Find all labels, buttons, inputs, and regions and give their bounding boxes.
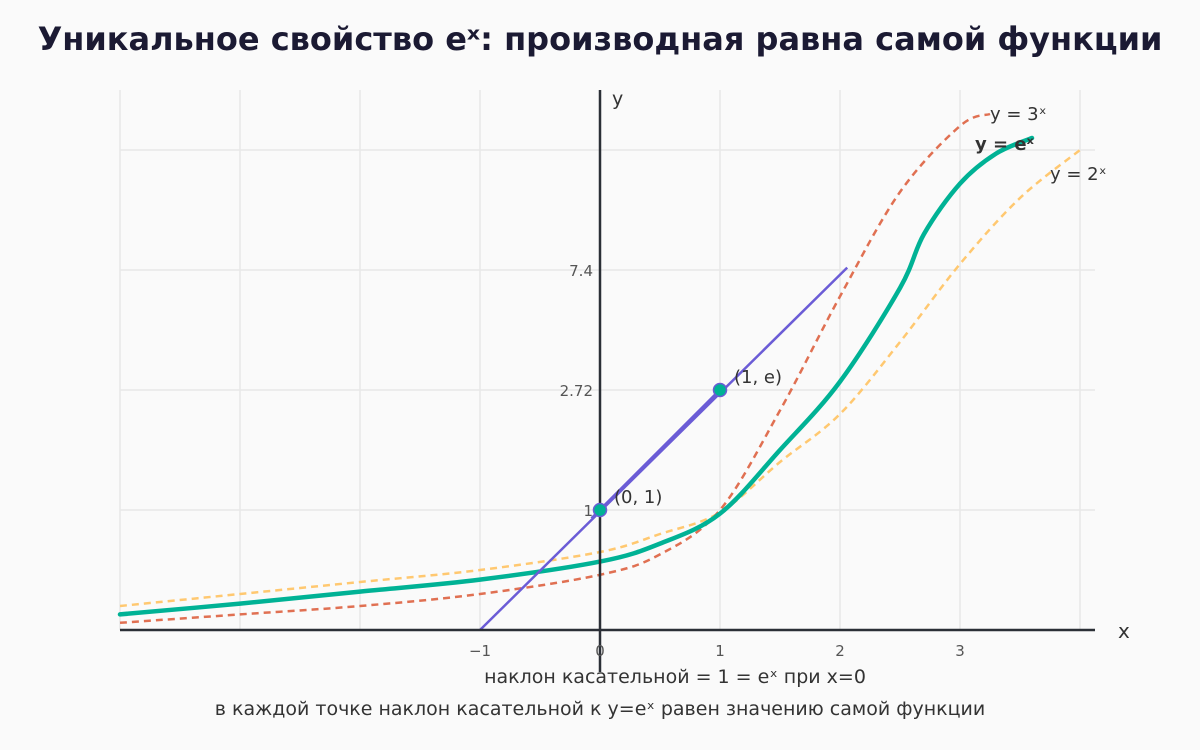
x-tick-label: 1 (715, 642, 725, 660)
marks: (0, 1) (1, e) y = 2ˣ y = eˣ y = 3ˣ наклон кас… (484, 104, 1107, 688)
curves (117, 112, 1081, 631)
secant-line (590, 388, 722, 520)
y-tick-label: 7.4 (569, 262, 593, 280)
grid (119, 90, 1095, 630)
series-2x-line (119, 149, 1081, 608)
point-1-e-label: (1, e) (734, 367, 782, 388)
label-ex: y = eˣ (975, 134, 1035, 155)
x-tick-label: 2 (835, 642, 845, 660)
label-3x: y = 3ˣ (990, 104, 1047, 125)
x-axis-label: x (1118, 619, 1130, 643)
chart-title: Уникальное свойство eˣ: производная равн… (37, 20, 1163, 58)
point-0-1-label: (0, 1) (614, 487, 662, 508)
tangent-line (479, 266, 849, 631)
label-2x: y = 2ˣ (1050, 164, 1107, 185)
y-tick-label: 1 (583, 502, 593, 520)
series-ex-line (117, 135, 1035, 617)
ticks: −1 0 1 2 3 1 2.72 7.4 (469, 262, 965, 660)
point-1-e (712, 382, 728, 398)
x-tick-label: 3 (955, 642, 965, 660)
footnote: в каждой точке наклон касательной к y=eˣ… (214, 698, 986, 720)
y-tick-label: 2.72 (560, 382, 593, 400)
x-tick-label: 0 (595, 642, 605, 660)
series-3x-line (119, 112, 991, 625)
point-0-1 (592, 502, 608, 518)
x-tick-label: −1 (469, 642, 491, 660)
axes: xy (120, 88, 1130, 672)
tangent-annotation: наклон касательной = 1 = eˣ при x=0 (484, 666, 866, 688)
y-axis-label: y (612, 88, 623, 110)
